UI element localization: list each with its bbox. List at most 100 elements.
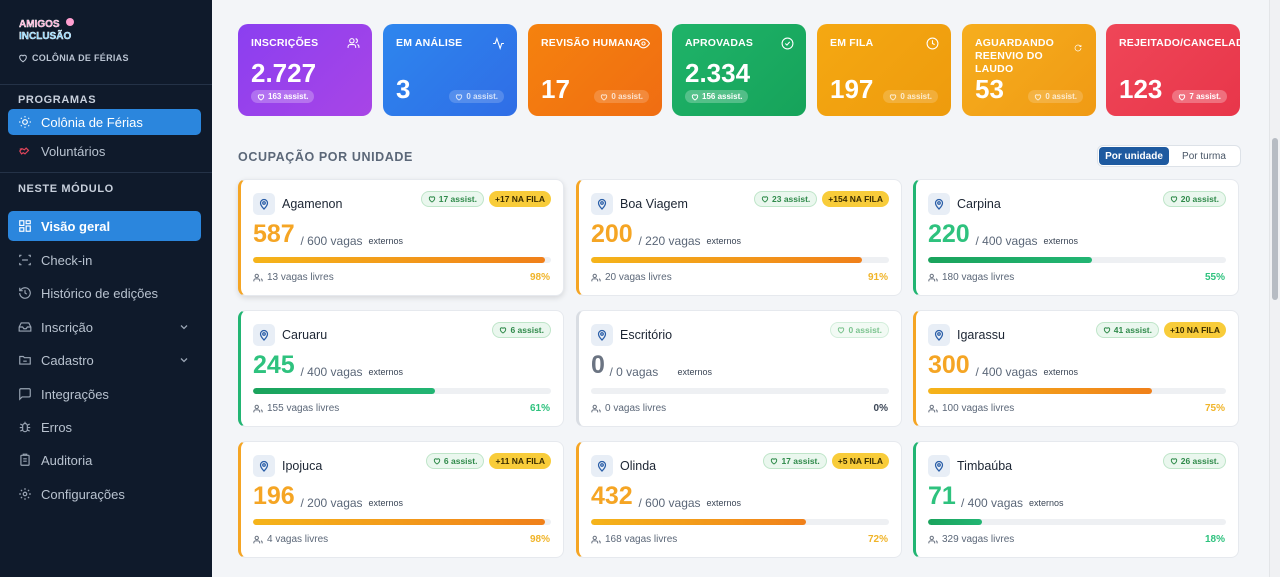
occupancy-bar	[253, 388, 551, 394]
assist-badge: 7 assist.	[1172, 90, 1227, 103]
free-slots-text: 155 vagas livres	[267, 403, 340, 414]
unit-card[interactable]: Igarassu 41 assist. +10 NA FILA 300 / 400 va…	[913, 310, 1239, 427]
stat-card[interactable]: AGUARDANDO REENVIO DO LAUDO 53 0 assist.	[962, 24, 1096, 116]
unit-name: Timbaúba	[957, 459, 1013, 473]
occupancy-bar-fill	[591, 257, 863, 263]
scrollbar-thumb[interactable]	[1272, 138, 1278, 300]
heart-icon	[19, 54, 27, 63]
capacity-text: / 200 vagas	[300, 496, 363, 510]
unit-badges: 6 assist.	[492, 322, 551, 338]
svg-text:INCLUSÃO: INCLUSÃO	[19, 29, 71, 42]
stat-card[interactable]: APROVADAS 2.334 156 assist.	[672, 24, 806, 116]
location-pin-icon	[591, 324, 613, 346]
assist-badge-text: 20 assist.	[1180, 194, 1219, 204]
occupancy-bar	[928, 388, 1226, 394]
bug-icon	[19, 421, 31, 433]
users-icon	[591, 535, 601, 543]
sidebar-item-label: Histórico de edições	[41, 285, 159, 301]
sidebar-item-label: Configurações	[41, 486, 125, 502]
stat-card[interactable]: EM ANÁLISE 3 0 assist.	[383, 24, 517, 116]
occupancy-percent: 98%	[529, 534, 550, 545]
sidebar-item-check-in[interactable]: Check-in	[8, 247, 201, 273]
free-slots-text: 100 vagas livres	[942, 403, 1015, 414]
sidebar-item-integracoes[interactable]: Integrações	[8, 381, 201, 407]
toggle-por-unidade[interactable]: Por unidade	[1099, 147, 1169, 165]
heart-icon	[761, 196, 769, 203]
occupancy-bar-fill	[928, 519, 982, 525]
section-title-ocupacao: OCUPAÇÃO POR UNIDADE	[238, 150, 413, 164]
unit-card[interactable]: Agamenon 17 assist. +17 NA FILA 587 / 600 va…	[238, 179, 564, 296]
users-icon	[928, 404, 938, 412]
unit-card[interactable]: Olinda 17 assist. +5 NA FILA 432 / 600 vagas…	[576, 441, 902, 558]
assist-badge: 156 assist.	[685, 90, 749, 103]
free-slots: 4 vagas livres	[253, 534, 328, 545]
assist-badge-text: 6 assist.	[510, 325, 544, 335]
assist-badge: 0 assist.	[594, 90, 649, 103]
amigos-da-inclusao-logo[interactable]: AMIGOS INCLUSÃO	[18, 16, 78, 42]
queue-badge: +11 NA FILA	[489, 453, 551, 469]
free-slots-text: 0 vagas livres	[605, 403, 667, 414]
sidebar-item-visao-geral[interactable]: Visão geral	[8, 211, 201, 241]
sidebar-item-label: Colônia de Férias	[41, 114, 143, 130]
occupancy-bar-fill	[253, 519, 546, 525]
free-slots: 329 vagas livres	[928, 534, 1014, 545]
svg-text:AMIGOS: AMIGOS	[19, 19, 60, 30]
history-icon	[19, 287, 31, 299]
stat-card[interactable]: REJEITADO/CANCELADO 123 7 assist.	[1106, 24, 1240, 116]
unit-card[interactable]: Timbaúba 26 assist. 71 / 400 vagas externos 3…	[913, 441, 1239, 558]
free-slots: 20 vagas livres	[591, 272, 672, 283]
stat-label: REJEITADO/CANCELADO	[1119, 37, 1240, 49]
assist-badge: 17 assist.	[763, 453, 827, 469]
toggle-por-turma[interactable]: Por turma	[1182, 150, 1226, 162]
location-pin-icon	[253, 455, 275, 477]
heart-icon	[601, 93, 608, 101]
externos-label: externos	[706, 236, 742, 246]
stat-value: 17	[541, 74, 570, 104]
scrollbar[interactable]	[1269, 0, 1280, 577]
sidebar-item-erros[interactable]: Erros	[8, 414, 201, 440]
occupancy-bar	[591, 519, 889, 525]
externos-label: externos	[1043, 367, 1079, 377]
sidebar-item-label: Auditoria	[41, 452, 93, 468]
unit-card[interactable]: Carpina 20 assist. 220 / 400 vagas externos 1…	[913, 179, 1239, 296]
occupied-value: 196	[253, 482, 295, 510]
occupied-value: 432	[591, 482, 633, 510]
assist-badge: 26 assist.	[1162, 453, 1226, 469]
heart-icon	[433, 458, 441, 465]
location-pin-icon	[591, 455, 613, 477]
occupied-value: 245	[253, 351, 295, 379]
sidebar-item-auditoria[interactable]: Auditoria	[8, 447, 201, 473]
externos-label: externos	[368, 367, 404, 377]
occupancy-bar	[928, 257, 1226, 263]
sidebar-item-historico[interactable]: Histórico de edições	[8, 280, 201, 306]
assist-badge-text: 0 assist.	[1045, 92, 1077, 101]
sidebar-item-configuracoes[interactable]: Configurações	[8, 481, 201, 507]
stat-card[interactable]: INSCRIÇÕES 2.727 163 assist.	[238, 24, 372, 116]
stat-card[interactable]: EM FILA 197 0 assist.	[817, 24, 951, 116]
unit-card[interactable]: Boa Viagem 23 assist. +154 NA FILA 200 / 220…	[576, 179, 902, 296]
free-slots: 0 vagas livres	[591, 403, 666, 414]
free-slots-text: 168 vagas livres	[605, 534, 678, 545]
sidebar-item-cadastro[interactable]: Cadastro	[8, 347, 201, 373]
sidebar-item-voluntarios[interactable]: Voluntários	[8, 138, 201, 164]
unit-card[interactable]: Escritório 0 assist. 0 / 0 vagas externos 0 v…	[576, 310, 902, 427]
occupied-value: 300	[928, 351, 970, 379]
stat-label: EM FILA	[830, 37, 874, 49]
sidebar-item-inscricao[interactable]: Inscrição	[8, 314, 201, 340]
unit-card[interactable]: Caruaru 6 assist. 245 / 400 vagas externos 15…	[238, 310, 564, 427]
assist-badge-text: 156 assist.	[702, 92, 743, 101]
unit-badges: 20 assist.	[1162, 191, 1226, 207]
unit-badges: 17 assist. +5 NA FILA	[763, 453, 889, 469]
assist-badge: 6 assist.	[492, 322, 551, 338]
externos-label: externos	[1043, 236, 1079, 246]
occupancy-bar	[591, 388, 889, 394]
queue-badge: +5 NA FILA	[831, 453, 889, 469]
location-pin-icon	[253, 193, 275, 215]
unit-name: Olinda	[620, 459, 657, 473]
folder-icon	[19, 355, 31, 365]
assist-badge-text: 6 assist.	[443, 456, 478, 466]
sidebar-item-colonia-de-ferias[interactable]: Colônia de Férias	[8, 109, 201, 135]
stat-card[interactable]: REVISÃO HUMANA 17 0 assist.	[528, 24, 662, 116]
users-icon	[591, 273, 601, 281]
unit-card[interactable]: Ipojuca 6 assist. +11 NA FILA 196 / 200 vaga…	[238, 441, 564, 558]
